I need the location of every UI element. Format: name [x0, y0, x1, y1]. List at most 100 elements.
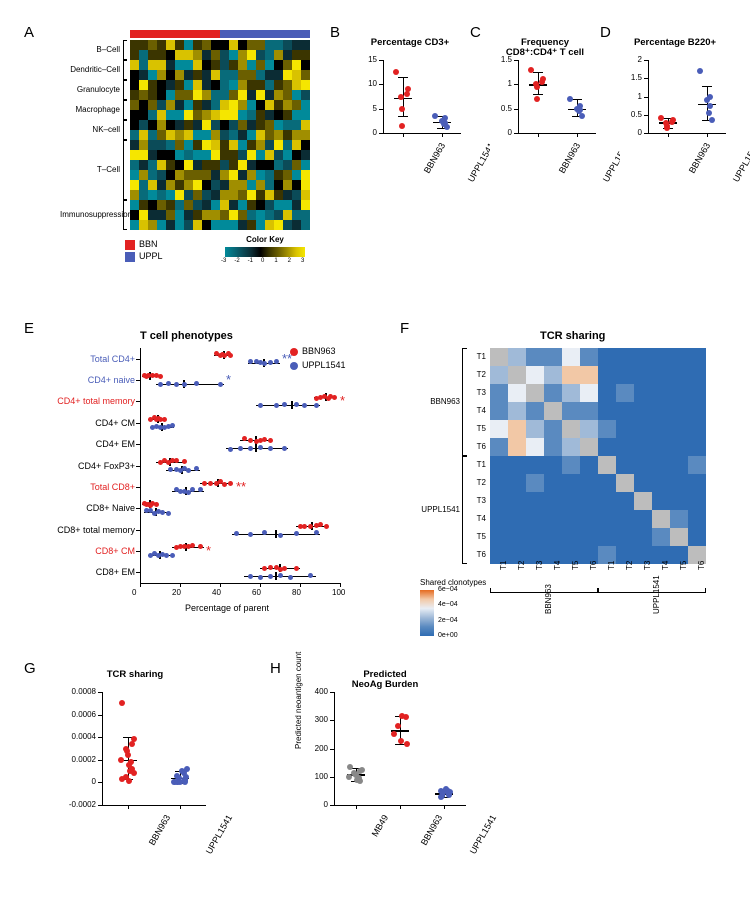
heatmap-cell — [265, 60, 274, 70]
ytick-label: 2 — [620, 55, 642, 64]
heatmap-cell — [202, 120, 211, 130]
data-point — [118, 757, 124, 763]
heatmap-cell — [238, 60, 247, 70]
heatmap-cell — [229, 80, 238, 90]
heatmap-cell — [580, 528, 598, 546]
heatmap-cell — [292, 70, 301, 80]
xtick-label: 20 — [172, 588, 181, 597]
heatmap-cell — [616, 510, 634, 528]
heatmap-cell — [634, 456, 652, 474]
data-point — [579, 113, 585, 119]
heatmap-cell — [598, 528, 616, 546]
heatmap-cell — [175, 110, 184, 120]
heatmap-cell — [490, 348, 508, 366]
heatmap-cell — [247, 220, 256, 230]
heatmap-cell — [256, 180, 265, 190]
heatmap-cell — [265, 150, 274, 160]
data-point — [258, 575, 263, 580]
data-point — [131, 770, 137, 776]
heatmap-cell — [229, 190, 238, 200]
heatmap-cell — [265, 90, 274, 100]
heatmap-cell — [283, 50, 292, 60]
row-tick-label: T5 — [470, 424, 486, 433]
heatmap-cell — [211, 200, 220, 210]
row-tick-label: T4 — [470, 514, 486, 523]
heatmap-cell — [157, 100, 166, 110]
heatmap-cell — [211, 100, 220, 110]
heatmap-cell — [256, 130, 265, 140]
data-point — [391, 731, 397, 737]
heatmap-cell — [283, 70, 292, 80]
heatmap-cell — [220, 130, 229, 140]
heatmap-cell — [139, 110, 148, 120]
legend-tick: 4e−04 — [438, 601, 458, 608]
heatmap-cell — [274, 210, 283, 220]
heatmap-cell — [544, 384, 562, 402]
xtick-label: BBN963 — [556, 141, 581, 175]
heatmap-cell — [562, 420, 580, 438]
data-point — [129, 741, 135, 747]
heatmap-cell — [211, 80, 220, 90]
heatmap-cell — [175, 190, 184, 200]
heatmap-cell — [301, 120, 310, 130]
heatmap-cell — [139, 120, 148, 130]
panel-b-plot: Percentage CD3+051015BBN963UPPL1541 — [355, 38, 465, 173]
heatmap-cell — [652, 456, 670, 474]
heatmap-cell — [247, 60, 256, 70]
heatmap-cell — [265, 110, 274, 120]
data-point — [318, 522, 323, 527]
heatmap-cell — [256, 80, 265, 90]
heatmap-row-group-label: Dendritic–Cell — [60, 65, 120, 74]
heatmap-cell — [202, 160, 211, 170]
heatmap-cell — [526, 348, 544, 366]
heatmap-cell — [247, 110, 256, 120]
data-point — [308, 524, 313, 529]
heatmap-cell — [652, 366, 670, 384]
heatmap-cell — [580, 348, 598, 366]
data-point — [174, 382, 179, 387]
row-label: Total CD8+ — [45, 482, 135, 492]
heatmap-cell — [130, 140, 139, 150]
heatmap-cell — [211, 180, 220, 190]
heatmap-cell — [166, 70, 175, 80]
panel-h-plot: Predicted NeoAg BurdenPredicted neoantig… — [300, 670, 470, 845]
heatmap-cell — [229, 120, 238, 130]
heatmap-cell — [283, 60, 292, 70]
heatmap-cell — [139, 50, 148, 60]
heatmap-cell — [274, 190, 283, 200]
heatmap-cell — [283, 100, 292, 110]
heatmap-cell — [616, 420, 634, 438]
heatmap-cell — [202, 170, 211, 180]
data-point — [294, 566, 299, 571]
heatmap-cell — [301, 80, 310, 90]
heatmap-cell — [166, 100, 175, 110]
heatmap-cell — [157, 140, 166, 150]
data-point — [126, 778, 132, 784]
heatmap-cell — [283, 120, 292, 130]
heatmap-cell — [193, 170, 202, 180]
heatmap-cell — [292, 80, 301, 90]
heatmap-cell — [166, 180, 175, 190]
heatmap-cell — [256, 70, 265, 80]
heatmap-cell — [148, 220, 157, 230]
heatmap-cell — [283, 140, 292, 150]
heatmap-cell — [508, 528, 526, 546]
data-point — [707, 103, 713, 109]
heatmap-cell — [670, 474, 688, 492]
heatmap-cell — [247, 140, 256, 150]
heatmap-cell — [148, 150, 157, 160]
heatmap-cell — [256, 120, 265, 130]
row-group-label: UPPL1541 — [420, 505, 460, 514]
heatmap-cell — [157, 200, 166, 210]
ytick-label: 0 — [300, 800, 328, 809]
heatmap-cell — [166, 160, 175, 170]
heatmap-cell — [211, 170, 220, 180]
panel-a-letter: A — [24, 24, 34, 41]
col-tick-label: T4 — [661, 561, 670, 570]
heatmap-cell — [562, 510, 580, 528]
heatmap-cell — [229, 100, 238, 110]
heatmap-cell — [184, 190, 193, 200]
heatmap-cell — [130, 50, 139, 60]
heatmap-cell — [202, 190, 211, 200]
heatmap-row-group-label: NK–cell — [60, 125, 120, 134]
